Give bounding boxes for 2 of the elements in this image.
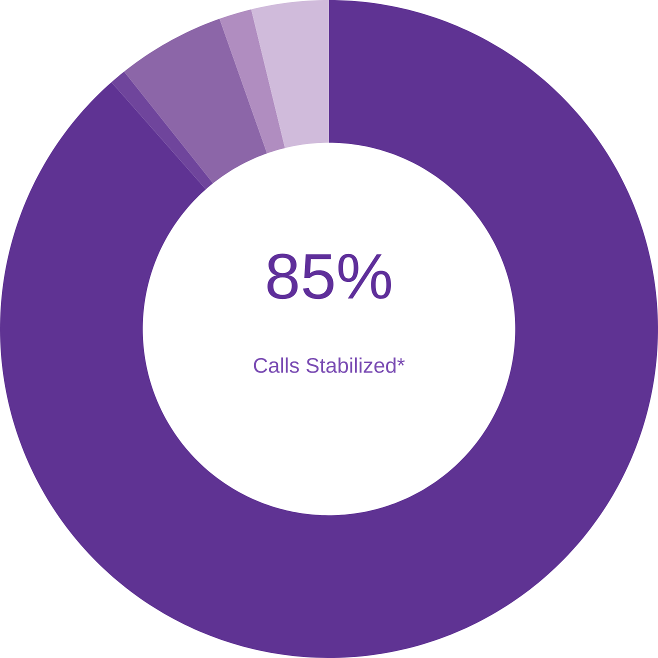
text: 85% [267, 254, 391, 300]
text: Calls Stabilized* [254, 357, 405, 373]
